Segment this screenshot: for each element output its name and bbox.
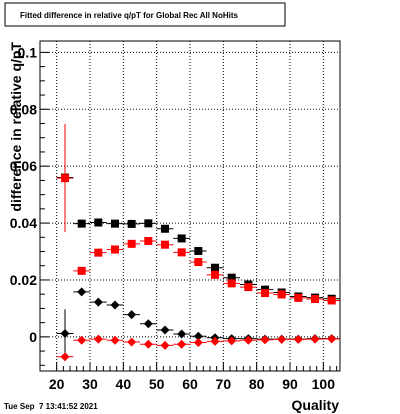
x-tick-label: 80	[249, 376, 265, 392]
axes: 20 30 40 50 60 70 80 90 100 0 0.02 0.04 0.06 0.08 0.1	[10, 44, 338, 392]
data-point	[227, 279, 236, 288]
data-point	[60, 328, 70, 338]
data-point	[161, 240, 169, 249]
y-tick-label: 0.08	[10, 101, 37, 117]
data-point	[144, 236, 153, 245]
title-box	[4, 2, 286, 27]
data-point	[110, 300, 120, 310]
data-point	[293, 334, 303, 344]
timestamp: Tue Sep 7 13:41:52 2021	[4, 402, 98, 411]
grid	[40, 41, 340, 371]
data-point	[227, 273, 236, 282]
data-points	[56, 124, 340, 362]
data-point	[193, 331, 203, 341]
data-point	[177, 248, 186, 257]
data-point	[110, 335, 120, 345]
data-point	[77, 335, 87, 345]
data-point	[93, 334, 103, 344]
data-point	[260, 335, 270, 345]
data-point	[210, 336, 220, 346]
x-tick-label: 100	[312, 376, 336, 392]
data-point	[93, 297, 103, 307]
data-point	[127, 310, 137, 320]
data-point	[77, 287, 87, 297]
data-point	[294, 293, 303, 302]
data-point	[60, 352, 70, 362]
data-point	[311, 295, 319, 304]
data-point	[211, 263, 219, 272]
data-point	[277, 334, 287, 344]
data-point	[261, 289, 269, 298]
series-4	[56, 334, 340, 362]
data-point	[94, 248, 103, 257]
data-point	[127, 219, 136, 228]
data-point	[77, 219, 86, 228]
x-tick-label: 30	[82, 376, 98, 392]
data-point	[177, 329, 187, 339]
data-point	[177, 339, 187, 349]
data-point	[94, 218, 103, 227]
data-point	[161, 224, 169, 233]
x-tick-label: 40	[116, 376, 132, 392]
data-point	[327, 334, 337, 344]
x-tick-label: 20	[49, 376, 65, 392]
data-point	[127, 337, 137, 347]
data-point	[160, 340, 170, 350]
x-tick-label: 70	[216, 376, 232, 392]
data-point	[194, 246, 203, 255]
data-point	[143, 339, 153, 349]
y-tick-label: 0.1	[18, 44, 38, 60]
data-point	[77, 266, 86, 275]
data-point	[327, 296, 336, 305]
data-point	[211, 270, 219, 279]
y-tick-label: 0	[29, 329, 37, 345]
data-point	[244, 283, 253, 292]
data-point	[127, 239, 136, 248]
data-point	[111, 219, 119, 228]
data-point	[310, 334, 320, 344]
data-point	[277, 290, 286, 299]
data-point	[144, 219, 153, 228]
y-tick-label: 0.06	[10, 158, 37, 174]
data-point	[111, 245, 119, 254]
y-tick-label: 0.04	[10, 215, 37, 231]
data-point	[227, 336, 237, 346]
y-tick-label: 0.02	[10, 272, 37, 288]
data-point	[160, 325, 170, 335]
data-point	[177, 234, 186, 243]
data-point	[193, 338, 203, 348]
y-axis-title: difference in relative q/pT	[8, 42, 24, 212]
data-point	[143, 319, 153, 329]
data-point	[61, 174, 69, 183]
data-point	[194, 258, 203, 267]
x-tick-label: 60	[182, 376, 198, 392]
data-point	[243, 335, 253, 345]
x-axis-title: Quality	[292, 397, 340, 413]
chart-title: Fitted difference in relative q/pT for G…	[20, 11, 239, 20]
x-tick-label: 50	[149, 376, 165, 392]
x-tick-label: 90	[282, 376, 298, 392]
series-2	[56, 124, 340, 305]
